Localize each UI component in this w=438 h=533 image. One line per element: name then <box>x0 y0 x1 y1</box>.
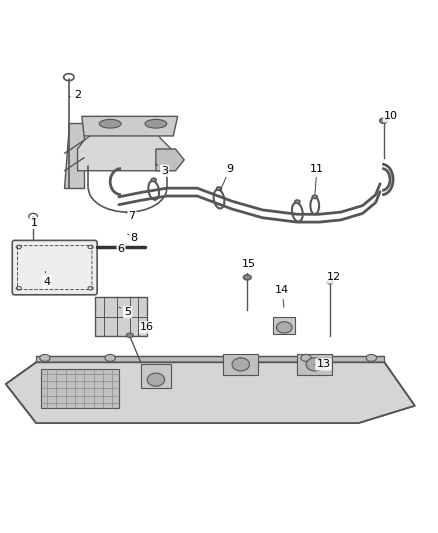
Polygon shape <box>82 116 178 136</box>
FancyBboxPatch shape <box>12 240 97 295</box>
Text: 15: 15 <box>242 260 256 274</box>
Text: 13: 13 <box>315 359 330 369</box>
Ellipse shape <box>276 322 292 333</box>
Text: 16: 16 <box>138 322 154 336</box>
Bar <box>273 317 295 334</box>
Text: 7: 7 <box>125 212 135 221</box>
Ellipse shape <box>145 119 167 128</box>
Ellipse shape <box>126 333 133 337</box>
Text: 4: 4 <box>43 271 51 287</box>
Text: 11: 11 <box>310 164 324 194</box>
Text: 3: 3 <box>156 164 168 176</box>
Ellipse shape <box>216 187 222 190</box>
Polygon shape <box>6 362 415 423</box>
Text: 10: 10 <box>384 111 398 122</box>
Polygon shape <box>78 127 176 171</box>
Ellipse shape <box>40 354 50 361</box>
Ellipse shape <box>306 358 323 371</box>
Ellipse shape <box>301 354 311 361</box>
Ellipse shape <box>380 118 388 123</box>
Polygon shape <box>156 149 184 171</box>
Ellipse shape <box>232 358 250 371</box>
Ellipse shape <box>151 178 156 182</box>
Ellipse shape <box>327 279 333 284</box>
Text: 9: 9 <box>220 164 233 191</box>
Bar <box>297 353 332 375</box>
Ellipse shape <box>366 354 377 361</box>
Text: 12: 12 <box>327 272 341 282</box>
Ellipse shape <box>99 119 121 128</box>
Text: 14: 14 <box>275 286 289 307</box>
Ellipse shape <box>312 195 318 199</box>
Text: 8: 8 <box>127 233 138 243</box>
Text: 2: 2 <box>69 90 81 100</box>
Bar <box>41 369 119 408</box>
Ellipse shape <box>147 373 165 386</box>
Bar <box>95 297 147 336</box>
Ellipse shape <box>244 275 251 280</box>
Polygon shape <box>64 123 84 188</box>
Polygon shape <box>36 356 385 362</box>
Bar <box>141 365 171 389</box>
Ellipse shape <box>295 200 300 204</box>
Text: 1: 1 <box>31 216 38 228</box>
Ellipse shape <box>105 354 116 361</box>
Text: 6: 6 <box>117 244 124 254</box>
Text: 5: 5 <box>119 307 131 317</box>
Bar <box>223 353 258 375</box>
